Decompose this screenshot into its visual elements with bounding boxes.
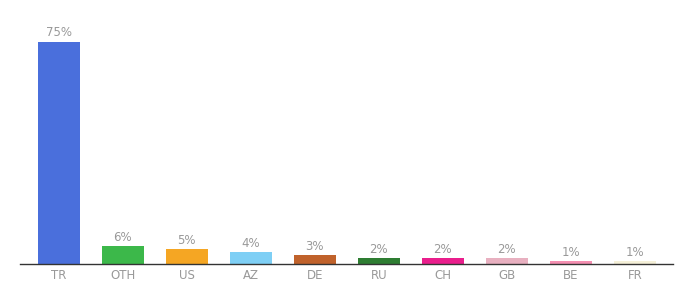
- Text: 2%: 2%: [498, 243, 516, 256]
- Bar: [550, 261, 592, 264]
- Bar: [422, 258, 464, 264]
- Text: 1%: 1%: [626, 246, 644, 259]
- Bar: [486, 258, 528, 264]
- Bar: [614, 261, 656, 264]
- Text: 5%: 5%: [177, 234, 196, 247]
- Text: 2%: 2%: [369, 243, 388, 256]
- Bar: [102, 246, 143, 264]
- Bar: [358, 258, 400, 264]
- Text: 2%: 2%: [433, 243, 452, 256]
- Text: 6%: 6%: [114, 231, 132, 244]
- Bar: [294, 255, 336, 264]
- Bar: [38, 42, 80, 264]
- Text: 3%: 3%: [305, 240, 324, 253]
- Text: 1%: 1%: [562, 246, 580, 259]
- Bar: [230, 252, 271, 264]
- Text: 75%: 75%: [46, 26, 72, 39]
- Text: 4%: 4%: [241, 237, 260, 250]
- Bar: [166, 249, 207, 264]
